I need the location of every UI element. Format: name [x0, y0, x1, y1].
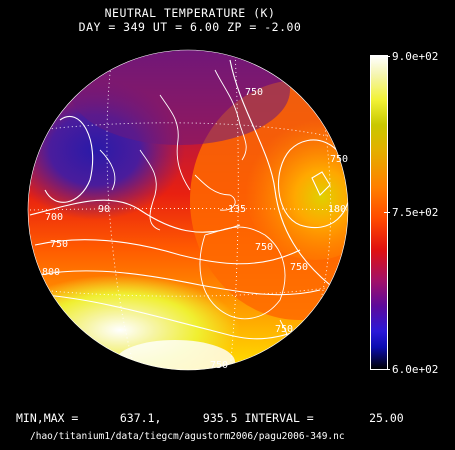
stats-line: MIN,MAX = 637.1, 935.5 INTERVAL = 25.00 — [16, 411, 404, 425]
contour-label: 750 — [210, 360, 228, 371]
contour-label: 750 — [290, 262, 308, 273]
contour-lines — [29, 59, 348, 340]
colorbar-mid-label: 7.5e+02 — [392, 206, 439, 219]
contour-label: 750 — [330, 154, 348, 165]
colorbar-tick — [384, 369, 390, 370]
meridian-label: 90 — [98, 204, 110, 215]
contour-label: 750 — [245, 87, 263, 98]
contour-label: 750 — [275, 324, 293, 335]
contour-label: 700 — [45, 212, 63, 223]
globe-fill — [28, 50, 348, 370]
contour-label: 800 — [42, 267, 60, 278]
meridian-label: 180 — [328, 204, 346, 215]
globe-outline — [27, 49, 349, 371]
colorbar-min-label: 6.0e+02 — [392, 363, 439, 376]
file-path: /hao/titanium1/data/tiegcm/agustorm2006/… — [30, 431, 345, 442]
contour-label: 750 — [50, 239, 68, 250]
colorbar-tick — [384, 212, 390, 213]
colorbar-tick — [384, 56, 390, 57]
contour-label-group: 700 750 800 750 750 750 750 750 750 90 1… — [42, 87, 348, 371]
map-title: NEUTRAL TEMPERATURE (K) — [104, 6, 276, 20]
coastlines — [99, 69, 288, 346]
colorbar-max-label: 9.0e+02 — [392, 50, 439, 63]
meridian-label: 135 — [228, 204, 246, 215]
map-subtitle: DAY = 349 UT = 6.00 ZP = -2.00 — [78, 20, 302, 34]
contour-label: 750 — [255, 242, 273, 253]
